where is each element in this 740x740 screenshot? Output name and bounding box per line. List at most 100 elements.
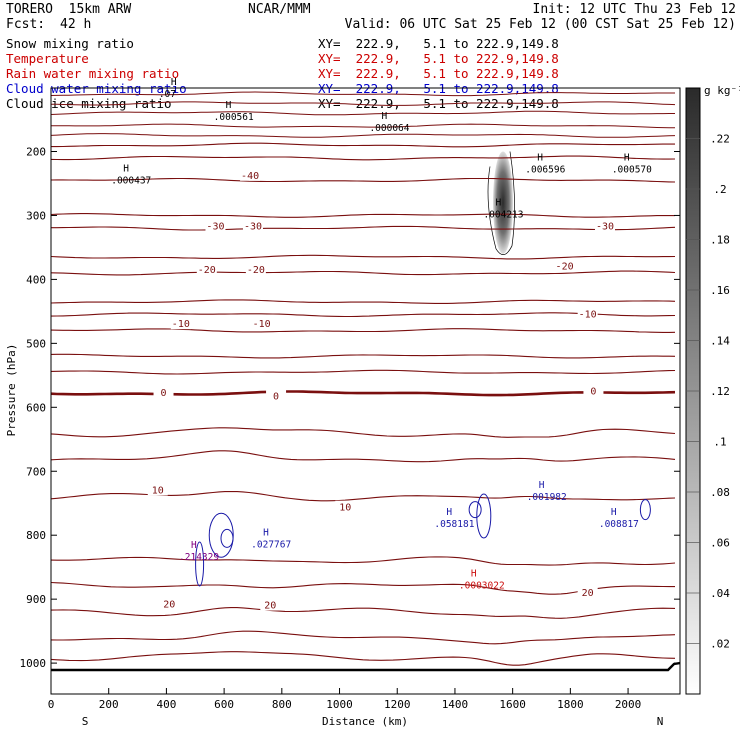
max-value: .000437 xyxy=(111,176,151,187)
contour-label: -40 xyxy=(241,171,259,182)
temperature-contour xyxy=(51,110,675,116)
cloud-water-contour xyxy=(468,501,482,519)
valid-time: Valid: 06 UTC Sat 25 Feb 12 (00 CST Sat … xyxy=(344,17,736,32)
snow-contour xyxy=(487,151,515,255)
y-tick-label: 600 xyxy=(26,401,46,414)
max-value: .006596 xyxy=(525,165,565,176)
contour-label: 20 xyxy=(582,588,594,599)
temperature-contour xyxy=(51,581,675,595)
max-marker: H xyxy=(123,164,129,175)
temperature-contour xyxy=(51,270,676,276)
contour-label-bg xyxy=(251,317,272,330)
max-marker: H xyxy=(446,507,452,518)
y-tick-label: 500 xyxy=(26,337,46,350)
temperature-contour xyxy=(51,142,675,148)
fcst-label: Fcst: xyxy=(6,17,46,32)
y-tick-label: 800 xyxy=(26,529,46,542)
cloud-water-contour xyxy=(220,528,234,548)
plot-frame xyxy=(50,87,681,695)
cloud-water-contour xyxy=(195,541,205,587)
x-tick-label: 2000 xyxy=(615,698,642,711)
max-marker: H xyxy=(263,527,269,538)
temperature-contour xyxy=(51,133,676,138)
colorbar-tick-label: .08 xyxy=(710,486,730,499)
max-value: .058181 xyxy=(434,519,474,530)
max-value: .027767 xyxy=(251,539,291,550)
temperature-contour xyxy=(51,427,676,438)
legend-rain-xy: XY= 222.9, 5.1 to 222.9,149.8 xyxy=(318,66,559,81)
max-marker: H xyxy=(471,568,477,579)
legend-temperature: Temperature xyxy=(6,51,89,66)
x-tick-label: 0 xyxy=(48,698,55,711)
max-marker: H xyxy=(381,111,387,122)
contour-label-bg xyxy=(260,598,281,611)
y-tick-label: 1000 xyxy=(20,657,47,670)
max-value: .000064 xyxy=(369,123,409,134)
colorbar-tick-label: .2 xyxy=(713,183,726,196)
x-tick-label: 1400 xyxy=(442,698,469,711)
contour-label-bg xyxy=(159,597,180,610)
contour-label: 20 xyxy=(264,601,276,612)
temperature-contour xyxy=(51,254,676,260)
contour-label: -10 xyxy=(579,310,597,321)
colorbar-tick-label: .16 xyxy=(710,284,730,297)
temperature-contour xyxy=(51,490,676,502)
contour-label-bg xyxy=(577,307,598,320)
contour-label-bg xyxy=(170,317,191,330)
x-tick-label: 1800 xyxy=(557,698,584,711)
max-value: .008817 xyxy=(599,519,639,530)
contour-label: 20 xyxy=(163,599,175,610)
contour-label-bg xyxy=(245,262,266,275)
max-marker: H xyxy=(495,197,501,208)
legend-rain: Rain water mixing ratio xyxy=(6,66,180,81)
temperature-contour xyxy=(51,299,676,304)
x-tick-label: 1000 xyxy=(326,698,353,711)
temperature-contour xyxy=(51,155,676,161)
max-value: .001982 xyxy=(527,492,567,503)
contour-label-bg xyxy=(577,585,598,598)
contour-label: -20 xyxy=(556,262,574,273)
x-tick-label: 200 xyxy=(99,698,119,711)
legend-temperature-xy: XY= 222.9, 5.1 to 222.9,149.8 xyxy=(318,51,559,66)
legend-cloud-ice: Cloud ice mixing ratio xyxy=(6,96,172,111)
org-label: NCAR/MMM xyxy=(248,2,311,17)
contour-label-bg xyxy=(153,386,174,399)
x-tick-label: 400 xyxy=(156,698,176,711)
cloud-water-contour xyxy=(476,493,492,539)
colorbar-tick-label: .02 xyxy=(710,638,730,651)
contour-label: 10 xyxy=(339,503,351,514)
contour-label-bg xyxy=(583,384,604,397)
max-value: .000570 xyxy=(612,165,652,176)
y-tick-label: 400 xyxy=(26,273,46,286)
y-tick-label: 200 xyxy=(26,146,46,159)
temperature-contour xyxy=(51,213,676,218)
contour-label: -30 xyxy=(206,221,224,232)
temperature-contour xyxy=(51,91,675,97)
temperature-contour xyxy=(51,101,676,107)
cloud-water-contour xyxy=(639,499,651,521)
temperature-contour xyxy=(51,312,676,318)
temperature-contour xyxy=(51,651,676,666)
init-time: Init: 12 UTC Thu 23 Feb 12 xyxy=(532,2,737,17)
contour-label-bg xyxy=(594,219,615,232)
max-marker: H xyxy=(539,480,545,491)
colorbar-tick-label: .06 xyxy=(710,537,730,550)
x-tick-label: 600 xyxy=(214,698,234,711)
terrain-line xyxy=(51,661,680,672)
contour-label-bg xyxy=(196,262,217,275)
contour-label-bg xyxy=(335,500,356,513)
x-tick-label: 1600 xyxy=(499,698,526,711)
contour-label: -20 xyxy=(198,265,216,276)
x-tick-label: 1200 xyxy=(384,698,411,711)
x-tick-label: 800 xyxy=(272,698,292,711)
max-value: .07 xyxy=(159,89,176,100)
colorbar-tick-label: .1 xyxy=(713,436,726,449)
contour-label: 0 xyxy=(161,388,167,399)
max-marker: H xyxy=(191,540,197,551)
max-value: .004213 xyxy=(483,209,523,220)
contour-label-bg xyxy=(554,259,575,272)
contour-label-bg xyxy=(240,168,261,181)
contour-label: 0 xyxy=(590,386,596,397)
model-title: TORERO 15km ARW xyxy=(6,2,132,17)
